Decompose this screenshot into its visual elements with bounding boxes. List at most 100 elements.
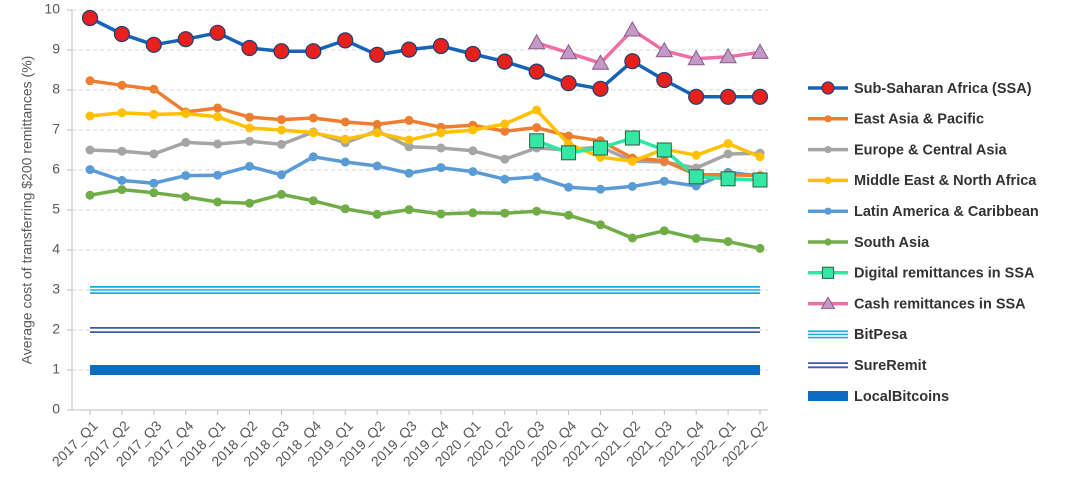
- marker: [404, 205, 414, 215]
- marker: [85, 76, 95, 86]
- marker: [245, 198, 255, 208]
- legend-text: BitPesa: [854, 327, 908, 343]
- marker: [755, 152, 765, 162]
- marker: [627, 156, 637, 166]
- marker: [532, 105, 542, 115]
- marker: [436, 128, 446, 138]
- marker: [245, 136, 255, 146]
- marker: [372, 128, 382, 138]
- y-tick-label: 6: [52, 161, 60, 177]
- marker: [560, 75, 577, 92]
- marker: [688, 169, 704, 185]
- legend-text: East Asia & Pacific: [854, 112, 984, 128]
- legend-text: Sub-Saharan Africa (SSA): [854, 81, 1032, 97]
- marker: [213, 197, 223, 207]
- marker: [113, 25, 131, 43]
- marker: [213, 139, 223, 149]
- marker: [85, 165, 95, 175]
- y-tick-label: 7: [52, 121, 60, 137]
- legend-text: LocalBitcoins: [854, 389, 949, 405]
- marker: [149, 188, 159, 198]
- series-line: [89, 108, 761, 163]
- marker: [149, 109, 159, 119]
- y-tick-label: 5: [52, 201, 60, 217]
- marker: [432, 37, 450, 55]
- marker: [592, 80, 609, 97]
- legend-text: Digital remittances in SSA: [854, 266, 1035, 282]
- marker: [308, 152, 318, 162]
- marker: [213, 103, 223, 113]
- marker: [468, 167, 478, 177]
- marker: [181, 192, 191, 202]
- marker: [404, 115, 414, 125]
- marker: [595, 184, 605, 194]
- marker: [245, 112, 255, 122]
- marker: [436, 163, 446, 173]
- legend-text: Middle East & North Africa: [854, 173, 1037, 189]
- marker: [659, 156, 669, 166]
- marker: [755, 243, 765, 253]
- marker: [564, 131, 574, 141]
- y-tick-label: 1: [52, 361, 60, 377]
- marker: [592, 140, 608, 156]
- marker: [340, 134, 350, 144]
- marker: [824, 238, 832, 246]
- legend-text: Latin America & Caribbean: [854, 204, 1039, 220]
- marker: [372, 209, 382, 219]
- marker: [623, 20, 642, 37]
- marker: [209, 24, 226, 41]
- y-tick-label: 3: [52, 281, 60, 297]
- marker: [627, 233, 637, 243]
- marker: [723, 139, 733, 149]
- marker: [561, 145, 577, 161]
- marker: [305, 43, 322, 60]
- marker: [559, 43, 578, 60]
- series-line: [89, 155, 761, 191]
- marker: [500, 208, 510, 218]
- marker: [627, 181, 637, 191]
- marker: [308, 128, 318, 138]
- marker: [213, 170, 223, 180]
- marker: [372, 119, 382, 129]
- series-line: [89, 129, 761, 170]
- marker: [308, 113, 318, 123]
- marker: [824, 115, 832, 123]
- marker: [595, 220, 605, 230]
- marker: [245, 123, 255, 133]
- y-tick-label: 9: [52, 41, 60, 57]
- marker: [117, 108, 127, 118]
- marker: [723, 237, 733, 247]
- marker: [149, 178, 159, 188]
- marker: [564, 182, 574, 192]
- marker: [85, 145, 95, 155]
- marker: [337, 32, 354, 49]
- marker: [532, 206, 542, 216]
- marker: [276, 115, 286, 125]
- marker: [720, 171, 736, 187]
- marker: [691, 233, 701, 243]
- marker: [400, 41, 418, 58]
- marker: [688, 88, 705, 105]
- y-tick-label: 4: [52, 241, 60, 257]
- marker: [529, 133, 545, 149]
- legend-text: Europe & Central Asia: [854, 142, 1007, 158]
- marker: [436, 209, 446, 219]
- marker: [500, 154, 510, 164]
- marker: [751, 88, 769, 105]
- marker: [468, 208, 478, 218]
- marker: [145, 36, 162, 53]
- marker: [404, 142, 414, 152]
- marker: [824, 176, 832, 184]
- marker: [276, 125, 286, 135]
- marker: [656, 71, 673, 89]
- legend-text: SureRemit: [854, 358, 927, 374]
- marker: [404, 168, 414, 178]
- marker: [564, 210, 574, 220]
- marker: [276, 170, 286, 180]
- marker: [464, 45, 481, 63]
- marker: [821, 81, 835, 95]
- marker: [81, 9, 99, 27]
- marker: [181, 171, 191, 181]
- marker: [245, 161, 255, 171]
